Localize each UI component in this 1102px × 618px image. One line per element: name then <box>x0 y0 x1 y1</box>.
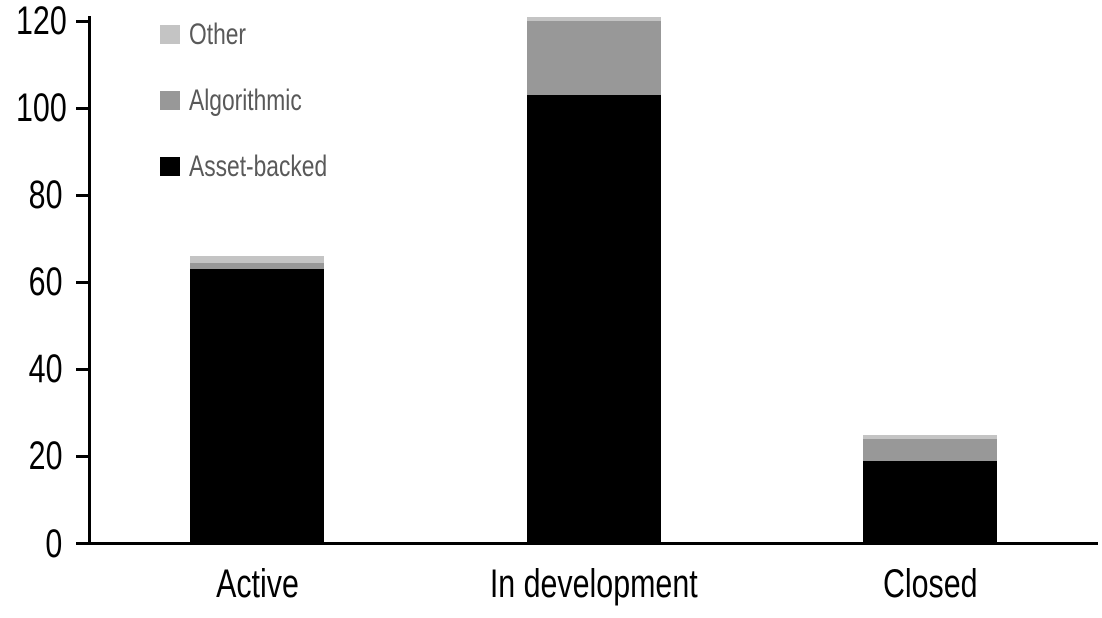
bar-segment-algorithmic <box>863 439 997 461</box>
legend-label-text: Asset-backed <box>189 149 328 183</box>
x-axis-category-label-text: Closed <box>882 562 978 606</box>
y-axis-tick <box>76 19 89 23</box>
y-axis-tick-label: 120 <box>0 1 67 41</box>
y-axis-tick <box>76 454 89 458</box>
y-axis-tick <box>76 193 89 197</box>
y-axis-line <box>87 16 91 545</box>
y-axis-tick-label-text: 100 <box>16 86 67 131</box>
legend-label-asset-backed: Asset-backed <box>189 149 371 183</box>
y-axis-tick <box>76 280 89 284</box>
y-axis-tick-label: 40 <box>0 349 62 389</box>
x-axis-category-label: Closed <box>760 564 1100 604</box>
y-axis-tick-label: 80 <box>0 175 62 215</box>
bar-segment-other <box>863 434 997 439</box>
bar-segment-algorithmic <box>190 262 324 270</box>
legend-swatch-algorithmic <box>160 91 180 110</box>
y-axis-tick-label: 100 <box>0 88 67 128</box>
y-axis-tick <box>76 367 89 371</box>
y-axis-tick-label-text: 60 <box>28 260 62 305</box>
bar-segment-other <box>190 256 324 263</box>
legend-swatch-other <box>160 25 180 44</box>
bar-segment-asset-backed <box>527 95 661 544</box>
y-axis-tick <box>76 106 89 110</box>
y-axis-tick-label-text: 120 <box>16 0 67 43</box>
y-axis-tick-label-text: 40 <box>28 347 62 392</box>
x-axis-category-label-text: Active <box>215 562 299 606</box>
x-axis-category-label: Active <box>87 564 427 604</box>
y-axis-tick-label: 20 <box>0 436 62 476</box>
bar-segment-asset-backed <box>863 460 997 544</box>
y-axis-tick-label-text: 80 <box>28 173 62 218</box>
legend-swatch-asset-backed <box>160 157 180 176</box>
y-axis-tick-label: 60 <box>0 262 62 302</box>
bar-segment-algorithmic <box>527 21 661 96</box>
legend-label-text: Algorithmic <box>189 83 302 117</box>
legend-label-other: Other <box>189 17 264 51</box>
x-axis-category-label: In development <box>424 564 764 604</box>
x-axis-line <box>76 542 1098 545</box>
y-axis-tick-label-text: 0 <box>45 521 62 566</box>
y-axis-tick-label: 0 <box>0 524 62 564</box>
x-axis-category-label-text: In development <box>490 562 698 606</box>
y-axis-tick-label-text: 20 <box>28 434 62 479</box>
legend-label-text: Other <box>189 17 247 51</box>
bar-segment-asset-backed <box>190 269 324 544</box>
legend-label-algorithmic: Algorithmic <box>189 83 337 117</box>
bar-segment-other <box>527 17 661 21</box>
